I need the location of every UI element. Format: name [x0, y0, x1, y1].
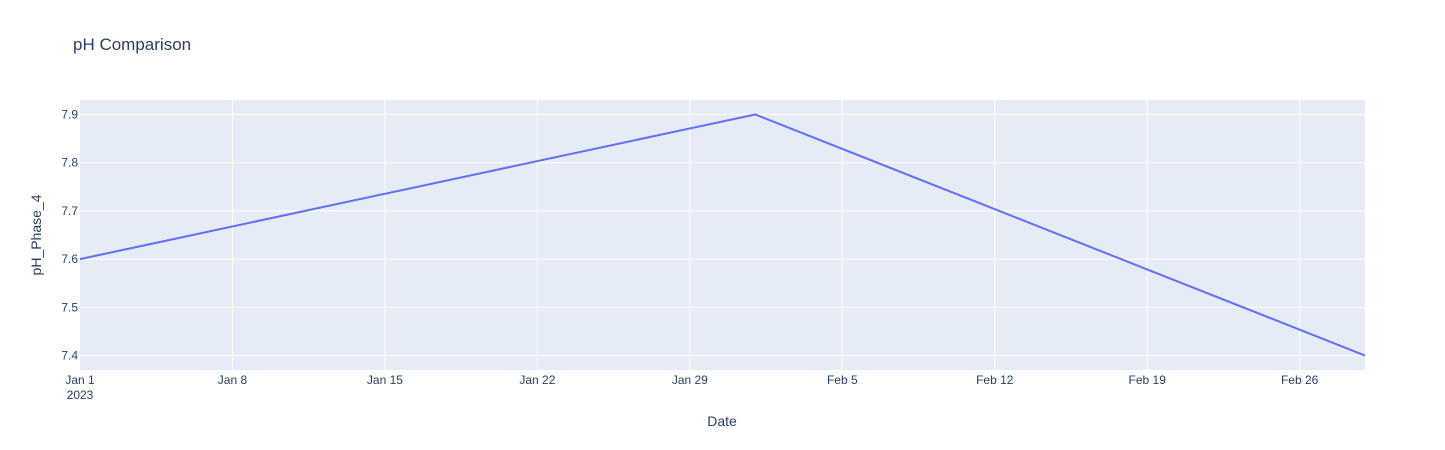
chart-title: pH Comparison	[73, 35, 191, 54]
plot-area	[80, 100, 1365, 370]
x-year-label: 2023	[67, 388, 94, 402]
y-tick-label: 7.4	[61, 349, 78, 363]
y-gridlines	[80, 113, 1365, 357]
series-layer	[79, 113, 1366, 357]
series-line	[79, 113, 1366, 357]
y-tick-label: 7.7	[61, 204, 78, 218]
x-tick-label: Feb 26	[1281, 373, 1319, 387]
y-tick-label: 7.9	[61, 107, 78, 121]
y-tick-label: 7.6	[61, 252, 78, 266]
y-axis-label: pH_Phase_4	[28, 194, 44, 275]
x-gridlines	[231, 100, 1301, 370]
x-tick-label: Feb 5	[827, 373, 858, 387]
x-tick-label: Jan 29	[672, 373, 708, 387]
x-tick-label: Jan 22	[519, 373, 555, 387]
x-tick-label: Jan 15	[367, 373, 403, 387]
y-tick-label: 7.8	[61, 156, 78, 170]
x-axis-label: Date	[707, 413, 737, 429]
x-tick-label: Feb 19	[1129, 373, 1167, 387]
y-tick-label: 7.5	[61, 300, 78, 314]
x-tick-label: Feb 12	[976, 373, 1014, 387]
y-tick-labels: 7.4 7.5 7.6 7.7 7.8 7.9	[61, 107, 78, 362]
x-tick-labels: Jan 1 Jan 8 Jan 15 Jan 22 Jan 29 Feb 5 Feb 12 F…	[65, 373, 1318, 387]
x-tick-label: Jan 8	[218, 373, 248, 387]
x-tick-label: Jan 1	[65, 373, 95, 387]
